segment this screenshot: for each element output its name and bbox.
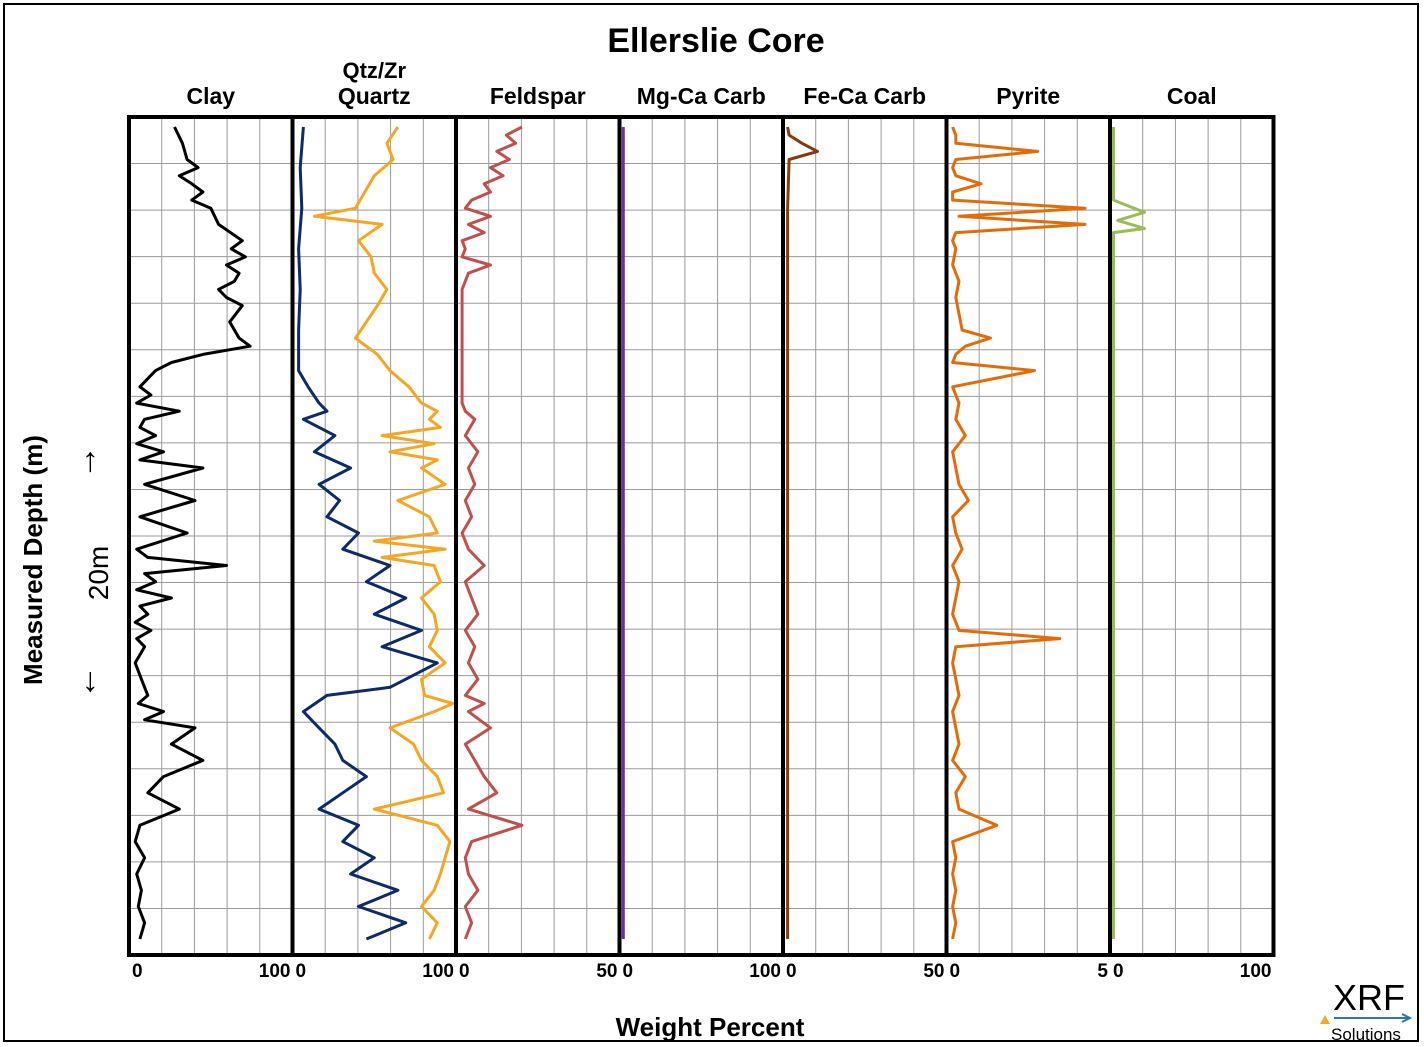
series-line-fe-ca-carb: [786, 126, 819, 939]
track-grids: [129, 117, 1274, 955]
logo-subtext: Solutions: [1331, 1025, 1401, 1044]
track-header-quartz: Quartz: [338, 83, 411, 109]
tick-label-max: 5: [1097, 961, 1108, 982]
series-line-clay: [133, 126, 252, 940]
tick-label-min: 0: [132, 961, 143, 982]
logo-arrow-icon: [1334, 1013, 1413, 1023]
y-axis-label: Measured Depth (m): [18, 435, 48, 685]
depth-scale-up-arrow-icon: →: [66, 445, 104, 479]
logo-triangle-icon: [1320, 1015, 1330, 1024]
track-header-feldspar: Feldspar: [490, 83, 586, 109]
tick-label-min: 0: [296, 961, 307, 982]
track-header-clay: Clay: [186, 83, 235, 109]
tick-label-max: 100: [749, 961, 781, 982]
tick-labels: 0 100 0 100 0 50 0 100 0 50 0 5 0 100: [132, 961, 1272, 982]
track-subheader-quartz: Qtz/Zr: [342, 58, 406, 83]
depth-scale-label: 20m: [83, 546, 114, 600]
series-line-quartz: [312, 126, 455, 940]
tick-label-max: 50: [923, 961, 944, 982]
series-line-coal: [1112, 127, 1146, 939]
tick-label-max: 100: [1240, 961, 1272, 982]
track-header-mg-ca-carb: Mg-Ca Carb: [637, 83, 766, 109]
tick-label-min: 0: [623, 961, 634, 982]
tick-label-max: 50: [596, 961, 617, 982]
plot-border: [127, 115, 1276, 957]
depth-scale-down-arrow-icon: ←: [66, 665, 104, 699]
track-header-coal: Coal: [1167, 83, 1217, 109]
logo-text: XRF: [1333, 977, 1405, 1018]
track-header-fe-ca-carb: Fe-Ca Carb: [803, 83, 926, 109]
x-axis-label: Weight Percent: [616, 1012, 805, 1042]
series-line-pyrite: [951, 126, 1087, 940]
tick-label-min: 0: [459, 961, 470, 982]
chart-title: Ellerslie Core: [607, 22, 824, 60]
tick-label-min: 0: [950, 961, 961, 982]
track-header-pyrite: Pyrite: [996, 83, 1060, 109]
tick-label-min: 0: [786, 961, 797, 982]
tick-label-max: 100: [422, 961, 454, 982]
tick-label-min: 0: [1113, 961, 1124, 982]
tick-label-max: 100: [259, 961, 291, 982]
xrf-logo: XRF Solutions: [1320, 977, 1413, 1044]
series-line-qtz-zr: [297, 126, 439, 941]
series-line-feldspar: [460, 125, 524, 940]
chart-frame: [3, 3, 1419, 1042]
data-series: [133, 125, 1146, 941]
track-borders: [127, 115, 1276, 957]
